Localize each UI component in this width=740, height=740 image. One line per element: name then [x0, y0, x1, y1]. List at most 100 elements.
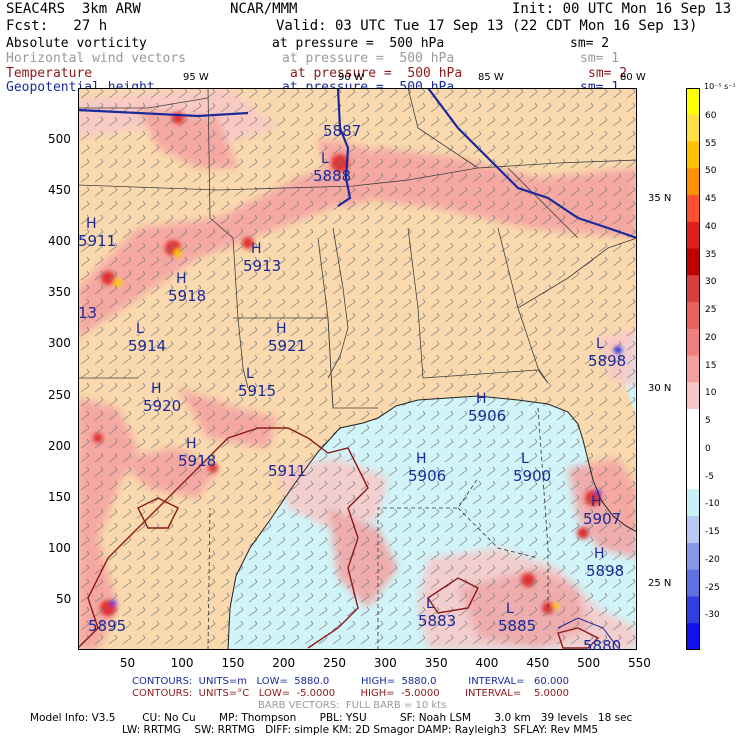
footer-barb-vectors: BARB VECTORS: FULL BARB = 10 kts	[258, 700, 447, 711]
height-value-label: 5885	[498, 617, 536, 635]
model-title: SEAC4RS 3km ARW	[6, 1, 141, 17]
colorbar-swatch	[686, 221, 700, 250]
x-tick-label: 500	[577, 656, 601, 670]
height-value-label: 5906	[468, 407, 506, 425]
height-value-label: 5880	[583, 637, 621, 650]
height-center-letter: H	[594, 546, 605, 562]
height-center-letter: H	[476, 391, 487, 407]
colorbar-swatch	[686, 168, 700, 196]
footer-temperature-contours: CONTOURS: UNITS=°C LOW= -5.0000 HIGH= -5…	[132, 688, 569, 699]
colorbar-swatch	[686, 114, 700, 143]
wind-barbs	[78, 88, 637, 650]
height-center-letter: H	[186, 436, 197, 452]
colorbar-swatch	[686, 302, 700, 330]
field-name-wind: Horizontal wind vectors	[6, 51, 187, 66]
temperature-contours	[78, 427, 600, 649]
height-value-label: 5921	[268, 337, 306, 355]
colorbar-swatch	[686, 88, 700, 116]
colorbar-swatch	[686, 195, 700, 223]
x-tick-label: 200	[272, 656, 296, 670]
height-value-label: 5920	[143, 397, 181, 415]
field-level-vorticity: at pressure = 500 hPa	[272, 36, 445, 51]
field-name-temperature: Temperature	[6, 66, 93, 81]
colorbar-label: -5	[705, 471, 714, 482]
height-center-letter: H	[176, 271, 187, 287]
colorbar-label: -10	[705, 499, 720, 510]
height-center-letter: L	[596, 336, 604, 352]
colorbar-swatch	[686, 489, 700, 517]
y-tick-label: 150	[48, 489, 71, 504]
org-label: NCAR/MMM	[230, 1, 298, 17]
colorbar-swatch	[686, 569, 700, 597]
height-value-label: 5913	[243, 257, 281, 275]
colorbar-swatch	[686, 516, 700, 544]
height-value-label: 5900	[513, 467, 551, 485]
height-value-label: 5898	[588, 352, 626, 370]
colorbar-label: 5	[705, 416, 711, 427]
height-center-letter: H	[416, 451, 427, 467]
height-center-letter: H	[151, 381, 162, 397]
x-tick-label: 550	[628, 656, 651, 670]
x-tick-label: 250	[323, 656, 346, 670]
footer-height-contours: CONTOURS: UNITS=m LOW= 5880.0 HIGH= 5880…	[132, 676, 570, 687]
colorbar-swatch	[686, 462, 700, 490]
colorbar-label: 60	[705, 110, 717, 121]
colorbar-label: 20	[705, 332, 717, 343]
height-value-label: 5915	[238, 382, 276, 400]
height-value-label: 13	[78, 304, 97, 322]
colorbar-label: -30	[705, 610, 720, 621]
colorbar	[686, 88, 700, 650]
height-center-letter: H	[276, 321, 287, 337]
colorbar-label: 50	[705, 166, 717, 177]
colorbar-swatch	[686, 141, 700, 169]
colorbar-label: 0	[705, 443, 711, 454]
height-value-label: 5887	[323, 122, 361, 140]
height-value-label: 5895	[88, 617, 126, 635]
colorbar-label: -15	[705, 527, 720, 538]
height-value-label: 5883	[418, 612, 456, 630]
colorbar-swatch	[686, 275, 700, 303]
height-value-label: 5918	[168, 287, 206, 305]
colorbar-label: 10	[705, 388, 717, 399]
height-center-letter: H	[251, 241, 262, 257]
x-tick-label: 100	[170, 656, 194, 670]
state-borders	[78, 88, 637, 409]
colorbar-swatch	[686, 596, 700, 624]
longitude-label: 80 W	[620, 72, 646, 83]
height-value-label: 5898	[586, 562, 624, 580]
field-level-temperature: at pressure = 500 hPa	[290, 66, 463, 81]
height-value-label: 5914	[128, 337, 166, 355]
colorbar-label: 25	[705, 305, 717, 316]
height-value-label: 5911	[268, 462, 306, 480]
x-tick-label: 50	[119, 656, 136, 670]
forecast-hour: Fcst: 27 h	[6, 18, 108, 34]
field-sm-wind: sm= 1	[580, 51, 620, 66]
height-contour-5880	[557, 617, 619, 649]
longitude-label: 95 W	[183, 72, 209, 83]
height-value-label: 5907	[583, 510, 621, 528]
coastline	[227, 395, 637, 650]
latitude-label: 30 N	[648, 383, 672, 394]
height-value-label: 5888	[313, 167, 351, 185]
height-center-letter: L	[426, 596, 434, 612]
height-center-letter: L	[506, 601, 514, 617]
height-center-letter: L	[321, 151, 329, 167]
y-tick-label: 500	[48, 132, 71, 147]
height-value-label: 5906	[408, 467, 446, 485]
height-center-letter: L	[136, 321, 144, 337]
x-tick-label: 350	[424, 656, 448, 670]
x-tick-label: 300	[373, 656, 397, 670]
y-tick-label: 300	[48, 336, 71, 351]
latitude-label: 25 N	[648, 578, 672, 589]
height-center-letter: L	[521, 451, 529, 467]
colorbar-label: 30	[705, 277, 717, 288]
colorbar-label: 45	[705, 194, 717, 205]
colorbar-swatch	[686, 355, 700, 383]
longitude-label: 90 W	[338, 72, 364, 83]
field-name-vorticity: Absolute vorticity	[6, 36, 147, 51]
field-sm-temperature: sm= 2	[588, 66, 628, 81]
valid-time: Valid: 03 UTC Tue 17 Sep 13 (22 CDT Mon …	[276, 18, 698, 34]
colorbar-swatch	[686, 623, 700, 650]
y-tick-label: 450	[48, 183, 71, 198]
